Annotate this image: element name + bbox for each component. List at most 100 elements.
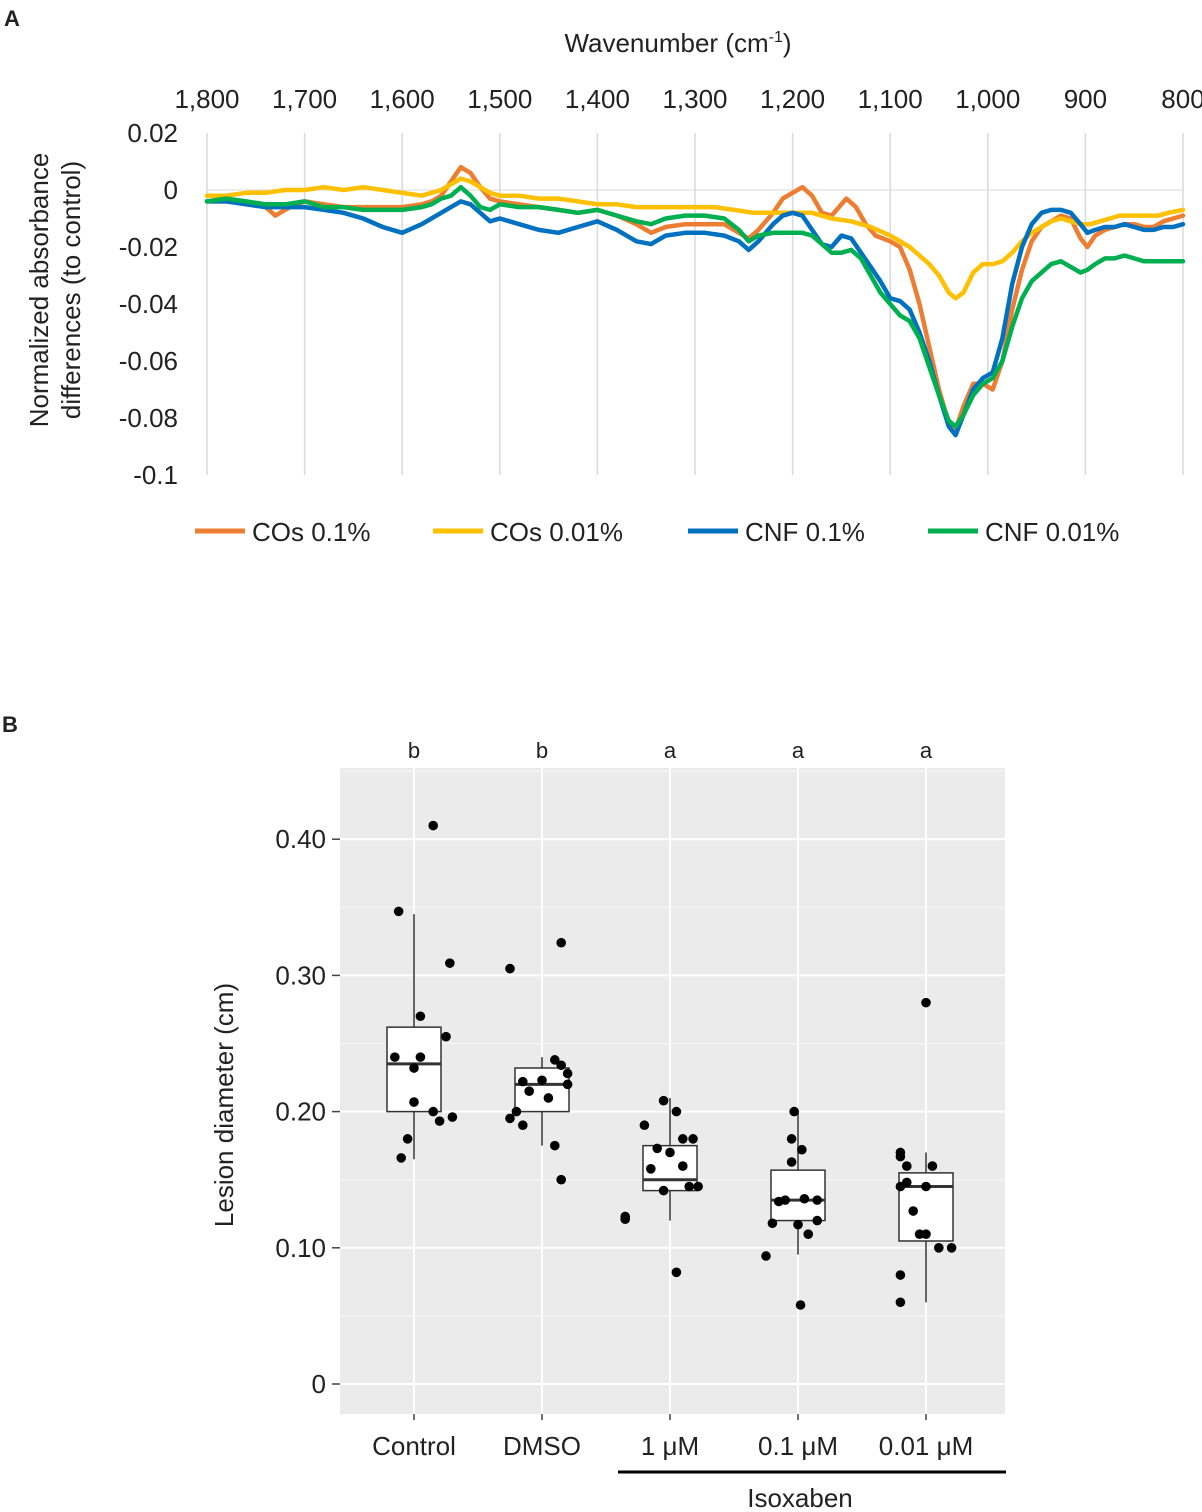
- a-y-axis-title-line1: Normalized absorbance: [24, 153, 54, 428]
- panel-label-a: A: [4, 6, 20, 31]
- data-point-control: [428, 820, 439, 831]
- a-x-tick-1-800: 1,800: [174, 84, 239, 114]
- b-x-tick-dmso: DMSO: [503, 1431, 581, 1461]
- b-y-axis-title-group: Lesion diameter (cm): [209, 983, 239, 1227]
- a-x-tick-1-400: 1,400: [565, 84, 630, 114]
- a-x-tick-900: 900: [1064, 84, 1107, 114]
- series-line-cos-0-1: [204, 164, 1186, 432]
- data-point-0-01-m: [895, 1297, 906, 1308]
- data-point-0-1-m: [767, 1218, 778, 1229]
- data-point-0-1-m: [789, 1106, 799, 1117]
- significance-letter-1-m: a: [664, 738, 677, 763]
- data-point-0-01-m: [895, 1270, 906, 1280]
- data-point-control: [409, 1063, 419, 1073]
- data-point-dmso: [537, 1075, 547, 1086]
- a-x-tick-800: 800: [1161, 84, 1202, 114]
- data-point-0-01-m: [934, 1243, 944, 1253]
- data-point-1-m: [652, 1143, 662, 1154]
- spectra-line-chart: 1,800 1,700 1,600 1,500 1,400 1,300 1,200 1,100…: [24, 28, 1202, 547]
- data-point-dmso: [505, 963, 515, 974]
- data-point-0-01-m: [902, 1161, 912, 1171]
- data-point-dmso: [511, 1106, 522, 1117]
- data-point-0-1-m: [812, 1215, 822, 1226]
- data-point-1-m: [658, 1185, 669, 1196]
- data-point-control: [409, 1097, 419, 1107]
- a-series-lines: [204, 164, 1186, 438]
- a-x-axis-title: Wavenumber (cm-1): [564, 28, 791, 58]
- data-point-control: [428, 1106, 439, 1117]
- b-y-tick-0: 0: [312, 1369, 326, 1399]
- box-iqr: [770, 1169, 826, 1222]
- significance-letter-dmso: b: [536, 738, 548, 763]
- a-y-tick-0-02: -0.02: [119, 232, 178, 262]
- b-plot-background: [340, 768, 1005, 1414]
- a-x-axis-title-end: ): [783, 28, 792, 58]
- data-point-1-m: [684, 1181, 694, 1192]
- b-y-tick-0-40: 0.40: [275, 824, 326, 854]
- data-point-0-01-m: [946, 1243, 957, 1253]
- data-point-dmso: [556, 1060, 566, 1071]
- a-legend: COs 0.1% COs 0.01% CNF 0.1% CNF 0.01%: [195, 517, 1119, 547]
- data-point-1-m: [693, 1181, 703, 1192]
- data-point-dmso: [550, 1055, 560, 1065]
- data-point-0-1-m: [797, 1144, 807, 1155]
- data-point-0-01-m: [895, 1181, 906, 1192]
- legend-label-cnf-001: CNF 0.01%: [985, 517, 1119, 547]
- legend-item-cnf-001: CNF 0.01%: [928, 517, 1119, 547]
- data-point-0-01-m: [908, 1206, 918, 1216]
- a-gridlines: [206, 133, 1184, 475]
- data-point-control: [390, 1052, 400, 1062]
- data-point-0-1-m: [786, 1134, 797, 1144]
- b-x-tick-0-1-m: 0.1 μM: [758, 1431, 838, 1461]
- data-point-0-01-m: [921, 1229, 931, 1239]
- a-y-tick-0-02: 0.02: [127, 118, 178, 148]
- data-point-control: [393, 906, 404, 917]
- b-jitter-points: [390, 820, 957, 1310]
- data-point-1-m: [678, 1161, 688, 1171]
- a-x-tick-1-300: 1,300: [662, 84, 727, 114]
- data-point-0-1-m: [793, 1219, 803, 1230]
- data-point-1-m: [688, 1134, 698, 1144]
- data-point-control: [445, 958, 455, 968]
- significance-letter-control: b: [408, 738, 420, 763]
- data-point-0-01-m: [921, 997, 931, 1008]
- data-point-dmso: [556, 1174, 566, 1185]
- b-y-tick-0-20: 0.20: [275, 1097, 326, 1127]
- data-point-0-01-m: [895, 1151, 906, 1162]
- data-point-0-1-m: [812, 1195, 822, 1205]
- legend-label-cos-001: COs 0.01%: [490, 517, 623, 547]
- a-x-tick-1-600: 1,600: [370, 84, 435, 114]
- series-line-cos-0-01: [204, 176, 1186, 301]
- data-point-control: [415, 1011, 426, 1022]
- b-y-tick-0-10: 0.10: [275, 1233, 326, 1263]
- isoxaben-label: Isoxaben: [747, 1483, 853, 1512]
- b-x-tick-1-m: 1 μM: [641, 1431, 699, 1461]
- data-point-control: [447, 1112, 458, 1122]
- a-x-axis-title-superscript: -1: [769, 29, 783, 46]
- data-point-dmso: [505, 1113, 515, 1124]
- a-y-axis-title: Normalized absorbance differences (to co…: [24, 153, 86, 428]
- a-y-tick-0-1: -0.1: [133, 460, 178, 490]
- data-point-0-1-m: [799, 1193, 810, 1204]
- a-y-tick-0-08: -0.08: [119, 403, 178, 433]
- data-point-1-m: [678, 1134, 688, 1144]
- lesion-box-plot: 0 0.10 0.20 0.30 0.40 Control DMSO 1 μM 0.1 μM 0…: [209, 738, 1006, 1512]
- data-point-control: [434, 1116, 445, 1126]
- a-x-tick-1-500: 1,500: [467, 84, 532, 114]
- data-point-1-m: [620, 1214, 630, 1224]
- data-point-0-1-m: [774, 1196, 784, 1207]
- data-point-dmso: [562, 1079, 573, 1090]
- a-x-tick-1-000: 1,000: [955, 84, 1020, 114]
- data-point-dmso: [556, 937, 566, 948]
- a-y-axis-title-line2: differences (to control): [56, 161, 86, 419]
- panel-label-b: B: [2, 712, 18, 737]
- data-point-dmso: [518, 1120, 528, 1131]
- data-point-1-m: [639, 1120, 650, 1131]
- legend-label-cos-01: COs 0.1%: [252, 517, 371, 547]
- data-point-1-m: [665, 1147, 675, 1158]
- data-point-dmso: [524, 1086, 534, 1096]
- data-point-1-m: [658, 1095, 669, 1106]
- legend-label-cnf-01: CNF 0.1%: [745, 517, 865, 547]
